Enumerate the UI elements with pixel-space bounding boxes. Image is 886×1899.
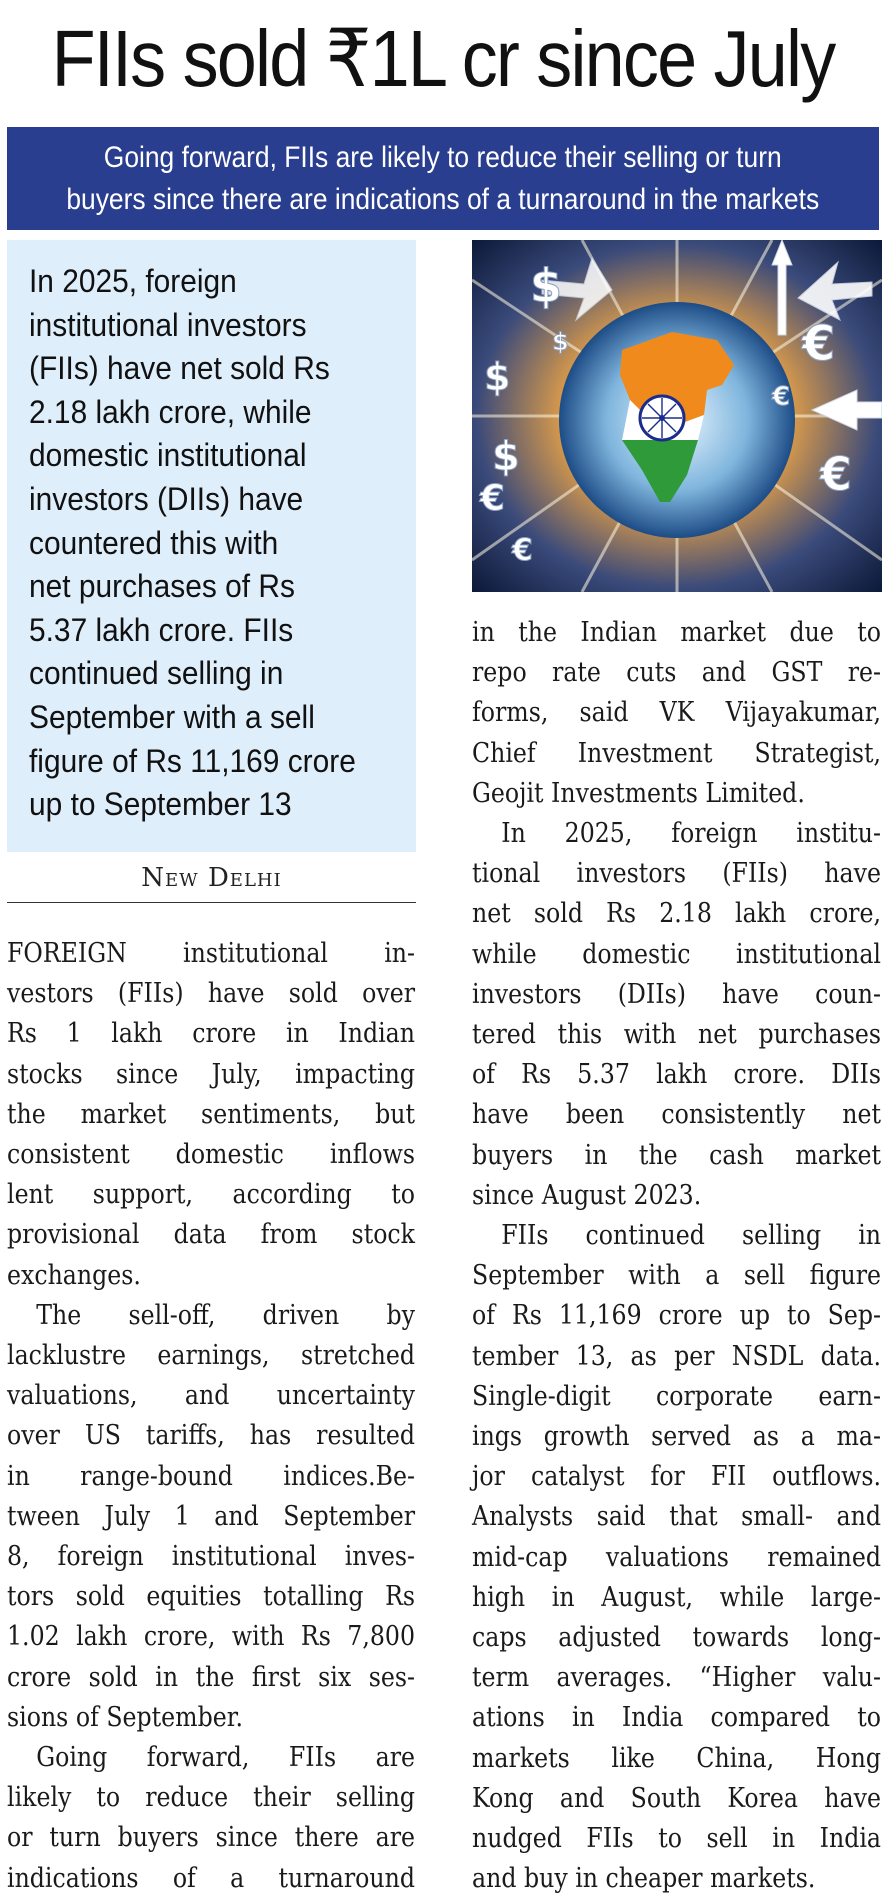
text-line: consistent domestic inflows bbox=[7, 1138, 416, 1171]
text-line: high in August, while large- bbox=[472, 1580, 882, 1613]
text-line: net sold Rs 2.18 lakh crore, bbox=[472, 897, 882, 930]
text-line: lacklustre earnings, stretched bbox=[7, 1339, 416, 1372]
dollar-icon: $ bbox=[484, 355, 510, 399]
highlight-line: 2.18 lakh crore, while bbox=[29, 393, 312, 430]
text-line: ings growth served as a ma- bbox=[472, 1420, 882, 1453]
text-line: of Rs 11,169 crore up to Sep- bbox=[472, 1299, 882, 1332]
dateline: New Delhi bbox=[141, 863, 282, 893]
text-line: in range-bound indices.Be- bbox=[7, 1459, 416, 1492]
text-line: nudged FIIs to sell in India bbox=[472, 1822, 882, 1855]
headline: FIIs sold ₹1L cr since July bbox=[51, 14, 837, 103]
text-line: mid-cap valuations remained bbox=[472, 1540, 882, 1573]
text-line: crore sold in the first six ses- bbox=[7, 1660, 416, 1693]
text-line: and buy in cheaper markets. bbox=[472, 1862, 816, 1895]
text-line: Going forward, FIIs are bbox=[36, 1741, 416, 1774]
text-line: Rs 1 lakh crore in Indian bbox=[7, 1017, 416, 1050]
text-line: in the Indian market due to bbox=[472, 616, 882, 648]
text-line: or turn buyers since there are bbox=[7, 1821, 416, 1854]
left-column: FOREIGN institutional in- vestors (FIIs)… bbox=[7, 933, 416, 1898]
text-line: Analysts said that small- and bbox=[472, 1500, 882, 1533]
text-line: tional investors (FIIs) have bbox=[472, 857, 882, 890]
text-line: provisional data from stock bbox=[7, 1218, 416, 1251]
text-line: of Rs 5.37 lakh crore. DIIs bbox=[472, 1058, 882, 1091]
india-globe-illustration: $ $ $ € € € € € $ bbox=[472, 240, 882, 592]
euro-icon: € bbox=[511, 533, 533, 568]
text-line: Kong and South Korea have bbox=[472, 1781, 882, 1814]
text-line: over US tariffs, has resulted bbox=[7, 1419, 416, 1452]
text-line: the market sentiments, but bbox=[7, 1097, 416, 1130]
text-line: stocks since July, impacting bbox=[7, 1057, 416, 1090]
text-line: sions of September. bbox=[7, 1700, 243, 1733]
text-line: vestors (FIIs) have sold over bbox=[7, 977, 416, 1010]
text-line: FIIs continued selling in bbox=[501, 1219, 882, 1252]
text-line: since August 2023. bbox=[472, 1178, 702, 1211]
text-line: Geojit Investments Limited. bbox=[472, 776, 805, 809]
highlight-line: countered this with bbox=[29, 524, 279, 561]
text-line: lent support, according to bbox=[7, 1178, 416, 1211]
euro-icon: € bbox=[819, 447, 852, 501]
highlight-line: net purchases of Rs bbox=[29, 568, 295, 605]
text-line: tween July 1 and September bbox=[7, 1499, 416, 1532]
highlight-line: In 2025, foreign bbox=[29, 263, 237, 299]
highlight-box: In 2025, foreign institutional investors… bbox=[7, 240, 416, 852]
text-line: tors sold equities totalling Rs bbox=[7, 1580, 416, 1613]
text-line: Single-digit corporate earn- bbox=[472, 1379, 882, 1412]
text-line: In 2025, foreign institu- bbox=[501, 817, 882, 850]
text-line: investors (DIIs) have coun- bbox=[472, 977, 882, 1010]
deck-line: Going forward, FIIs are likely to reduce… bbox=[104, 140, 782, 174]
text-line: indications of a turnaround bbox=[7, 1861, 416, 1894]
india-globe-photo: $ $ $ € € € € € $ bbox=[472, 240, 882, 592]
text-line: tered this with net purchases bbox=[472, 1018, 882, 1051]
text-line: 1.02 lakh crore, with Rs 7,800 bbox=[7, 1620, 416, 1653]
highlight-line: figure of Rs 11,169 crore bbox=[29, 742, 356, 779]
deck-line: buyers since there are indications of a … bbox=[66, 182, 820, 216]
highlight-line: 5.37 lakh crore. FIIs bbox=[29, 611, 294, 648]
text-line: FOREIGN institutional in- bbox=[7, 937, 416, 969]
text-line: term averages. “Higher valu- bbox=[472, 1661, 882, 1694]
text-line: tember 13, as per NSDL data. bbox=[472, 1339, 882, 1372]
text-line: while domestic institutional bbox=[472, 937, 882, 970]
text-line: markets like China, Hong bbox=[472, 1741, 882, 1774]
text-line: caps adjusted towards long- bbox=[472, 1621, 882, 1654]
highlight-line: domestic institutional bbox=[29, 437, 307, 474]
dollar-icon: $ bbox=[530, 259, 562, 313]
text-line: exchanges. bbox=[7, 1258, 141, 1291]
arrows bbox=[541, 240, 882, 431]
euro-icon: € bbox=[801, 316, 835, 372]
euro-icon: € bbox=[479, 478, 505, 519]
text-line: jor catalyst for FII outflows. bbox=[472, 1460, 882, 1493]
dollar-icon: $ bbox=[552, 328, 569, 356]
text-line: The sell-off, driven by bbox=[36, 1298, 416, 1331]
text-line: 8, foreign institutional inves- bbox=[7, 1540, 416, 1573]
highlight-line: (FIIs) have net sold Rs bbox=[29, 350, 330, 387]
highlight-line: September with a sell bbox=[29, 698, 315, 735]
deck-banner: Going forward, FIIs are likely to reduce… bbox=[7, 127, 879, 230]
highlight-line: institutional investors bbox=[29, 306, 307, 343]
right-column: in the Indian market due to repo rate cu… bbox=[472, 612, 882, 1899]
text-line: September with a sell figure bbox=[472, 1259, 882, 1292]
text-line: forms, said VK Vijayakumar, bbox=[472, 696, 882, 729]
text-line: ations in India compared to bbox=[472, 1701, 882, 1734]
highlight-line: up to September 13 bbox=[29, 786, 292, 823]
text-line: likely to reduce their selling bbox=[7, 1781, 416, 1814]
highlight-line: investors (DIIs) have bbox=[29, 480, 304, 517]
euro-icon: € bbox=[771, 382, 790, 412]
india-map-icon bbox=[620, 332, 734, 502]
text-line: valuations, and uncertainty bbox=[7, 1379, 416, 1412]
dateline-rule bbox=[7, 902, 416, 903]
text-line: repo rate cuts and GST re- bbox=[472, 656, 882, 689]
text-line: have been consistently net bbox=[472, 1098, 882, 1131]
text-line: Chief Investment Strategist, bbox=[472, 736, 882, 769]
highlight-line: continued selling in bbox=[29, 655, 284, 692]
dollar-icon: $ bbox=[492, 434, 520, 480]
text-line: buyers in the cash market bbox=[472, 1138, 882, 1171]
